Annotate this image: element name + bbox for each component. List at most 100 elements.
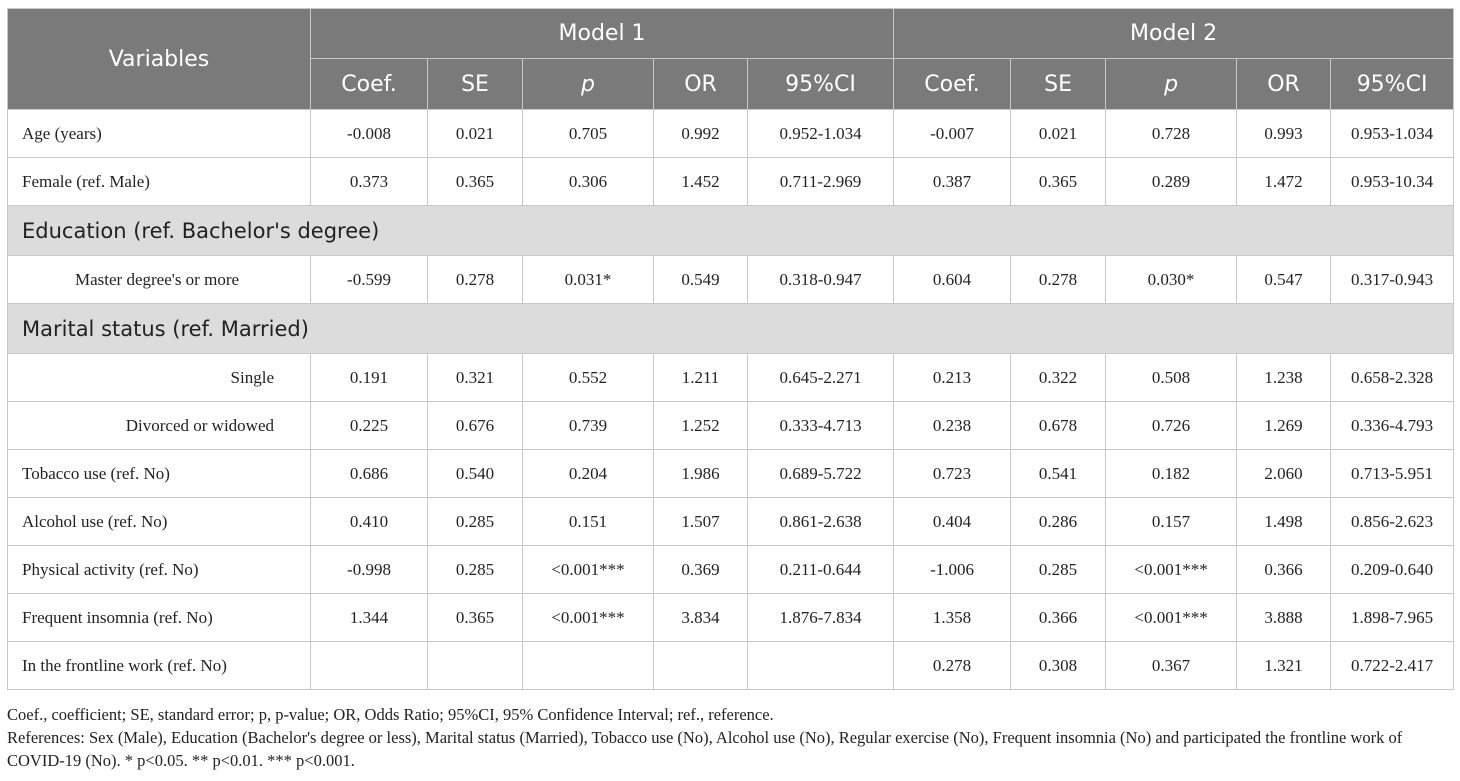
- model-1-se-cell: 0.021: [427, 109, 523, 158]
- table-row: Female (ref. Male) 0.373 0.365 0.306 1.452 0.…: [7, 157, 1455, 206]
- header-or: OR: [653, 58, 748, 110]
- header-p: p: [1105, 58, 1238, 110]
- model-2-ci-cell: 0.953-10.34: [1330, 157, 1455, 206]
- footnote-references: References: Sex (Male), Education (Bache…: [7, 728, 1403, 770]
- variable-label: Age (years): [7, 109, 311, 158]
- header-coef: Coef.: [310, 58, 428, 110]
- model-1-se-cell: 0.365: [427, 157, 523, 206]
- table-row: Alcohol use (ref. No) 0.410 0.285 0.151 1.50…: [7, 497, 1455, 546]
- table-row: Age (years) -0.008 0.021 0.705 0.992 0.952-1.…: [7, 109, 1455, 158]
- header-p: p: [522, 58, 654, 110]
- model-2-coef-cell: 1.358: [893, 593, 1012, 642]
- model-1-coef-cell: [310, 641, 428, 690]
- model-2-p-cell: 0.508: [1105, 353, 1238, 402]
- variable-label: In the frontline work (ref. No): [7, 641, 311, 690]
- model-1-p-cell: 0.552: [522, 353, 654, 402]
- header-ci: 95%CI: [746, 58, 895, 110]
- section-label: Marital status (ref. Married): [6, 303, 1455, 354]
- table-row: Tobacco use (ref. No) 0.686 0.540 0.204 1.98…: [7, 449, 1455, 498]
- model-2-ci-cell: 0.209-0.640: [1330, 545, 1455, 594]
- model-2-se-cell: 0.366: [1010, 593, 1107, 642]
- model-2-coef-cell: -1.006: [893, 545, 1012, 594]
- model-1-se-cell: 0.285: [427, 545, 523, 594]
- model-1-or-cell: 1.452: [653, 157, 748, 206]
- model-2-p-cell: 0.157: [1105, 497, 1238, 546]
- model-2-p-cell: <0.001***: [1105, 593, 1238, 642]
- model-1-ci-cell: 0.211-0.644: [746, 545, 895, 594]
- model-2-or-cell: 1.238: [1236, 353, 1332, 402]
- model-1-ci-cell: 0.861-2.638: [746, 497, 895, 546]
- model-2-coef-cell: 0.278: [893, 641, 1012, 690]
- model-1-se-cell: 0.676: [427, 401, 523, 450]
- header-or: OR: [1236, 58, 1332, 110]
- model-2-or-cell: 1.472: [1236, 157, 1332, 206]
- model-1-coef-cell: -0.599: [310, 255, 428, 304]
- model-1-coef-cell: 0.686: [310, 449, 428, 498]
- variable-label: Alcohol use (ref. No): [7, 497, 311, 546]
- model-1-or-cell: 1.211: [653, 353, 748, 402]
- model-2-ci-cell: 0.953-1.034: [1330, 109, 1455, 158]
- header-row-columns: Coef. SE p OR 95%CI Coef. SE p OR 95%CI: [8, 58, 1455, 110]
- regression-table: Variables Model 1 Model 2 Coef. SE p OR …: [6, 8, 1455, 690]
- model-2-coef-cell: 0.723: [893, 449, 1012, 498]
- model-1-se-cell: 0.365: [427, 593, 523, 642]
- model-1-p-cell: <0.001***: [522, 545, 654, 594]
- model-1-or-cell: 1.507: [653, 497, 748, 546]
- model-1-coef-cell: -0.008: [310, 109, 428, 158]
- table-row: Frequent insomnia (ref. No) 1.344 0.365 <0.…: [7, 593, 1455, 642]
- model-2-ci-cell: 0.336-4.793: [1330, 401, 1455, 450]
- model-1-p-cell: 0.151: [522, 497, 654, 546]
- model-1-se-cell: [427, 641, 523, 690]
- model-2-p-cell: 0.728: [1105, 109, 1238, 158]
- model-2-ci-cell: 0.317-0.943: [1330, 255, 1455, 304]
- model-2-se-cell: 0.286: [1010, 497, 1107, 546]
- section-label: Education (ref. Bachelor's degree): [6, 205, 1455, 256]
- variable-label: Single: [7, 353, 311, 402]
- model-1-coef-cell: -0.998: [310, 545, 428, 594]
- model-2-coef-cell: 0.213: [893, 353, 1012, 402]
- model-1-ci-cell: 0.711-2.969: [746, 157, 895, 206]
- header-model-1: Model 1: [309, 8, 895, 59]
- model-1-ci-cell: 0.333-4.713: [746, 401, 895, 450]
- model-2-ci-cell: 0.856-2.623: [1330, 497, 1455, 546]
- variable-label: Frequent insomnia (ref. No): [7, 593, 311, 642]
- model-2-se-cell: 0.322: [1010, 353, 1107, 402]
- model-2-se-cell: 0.021: [1010, 109, 1107, 158]
- table-row: Divorced or widowed 0.225 0.676 0.739 1.252 0…: [7, 401, 1455, 450]
- model-2-p-cell: <0.001***: [1105, 545, 1238, 594]
- table-row: In the frontline work (ref. No) 0.278 0.30…: [7, 641, 1455, 690]
- model-2-coef-cell: 0.238: [893, 401, 1012, 450]
- model-1-p-cell: [522, 641, 654, 690]
- header-row-models: Variables Model 1 Model 2: [7, 8, 1455, 110]
- model-1-ci-cell: 0.952-1.034: [746, 109, 895, 158]
- model-1-ci-cell: [746, 641, 895, 690]
- header-variables: Variables: [7, 8, 311, 110]
- model-1-or-cell: 0.992: [653, 109, 748, 158]
- model-2-p-cell: 0.030*: [1105, 255, 1238, 304]
- table-footnotes: Coef., coefficient; SE, standard error; …: [7, 703, 1453, 772]
- model-1-ci-cell: 0.689-5.722: [746, 449, 895, 498]
- model-1-p-cell: 0.204: [522, 449, 654, 498]
- model-2-p-cell: 0.289: [1105, 157, 1238, 206]
- model-2-or-cell: 2.060: [1236, 449, 1332, 498]
- model-1-coef-cell: 1.344: [310, 593, 428, 642]
- model-2-se-cell: 0.678: [1010, 401, 1107, 450]
- model-2-p-cell: 0.182: [1105, 449, 1238, 498]
- model-2-or-cell: 1.269: [1236, 401, 1332, 450]
- model-1-or-cell: 3.834: [653, 593, 748, 642]
- model-1-se-cell: 0.285: [427, 497, 523, 546]
- model-1-coef-cell: 0.191: [310, 353, 428, 402]
- model-2-p-cell: 0.726: [1105, 401, 1238, 450]
- header-model-2: Model 2: [893, 8, 1455, 59]
- model-2-se-cell: 0.541: [1010, 449, 1107, 498]
- variable-label: Tobacco use (ref. No): [7, 449, 311, 498]
- model-1-or-cell: 0.369: [653, 545, 748, 594]
- model-2-or-cell: 1.498: [1236, 497, 1332, 546]
- table-row: Physical activity (ref. No) -0.998 0.285 <0…: [7, 545, 1455, 594]
- model-1-se-cell: 0.321: [427, 353, 523, 402]
- table-row: Master degree's or more -0.599 0.278 0.031*…: [7, 255, 1455, 304]
- model-1-se-cell: 0.278: [427, 255, 523, 304]
- model-1-p-cell: <0.001***: [522, 593, 654, 642]
- variable-label: Female (ref. Male): [7, 157, 311, 206]
- model-2-coef-cell: -0.007: [893, 109, 1012, 158]
